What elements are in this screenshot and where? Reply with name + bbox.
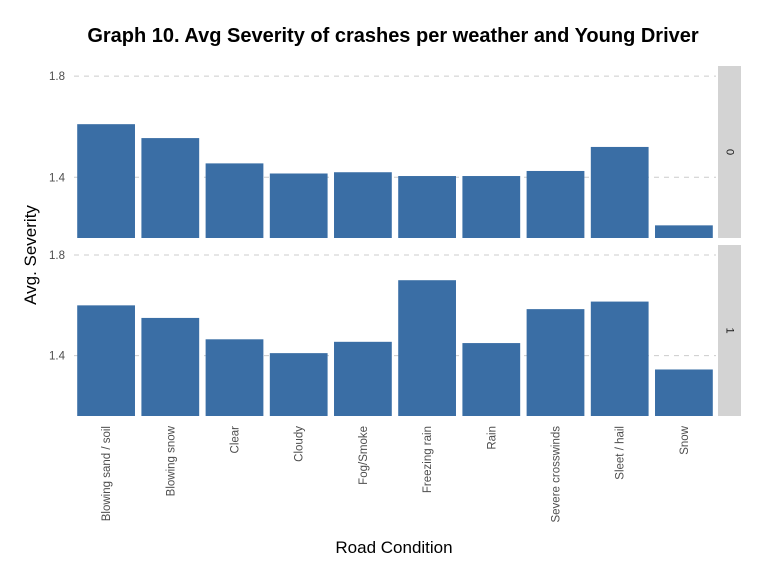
y-tick-label: 1.8 <box>49 250 65 262</box>
facet-panels: 1.4 1.8 0 1.4 1.8 1 <box>49 66 741 416</box>
facet-strip-label: 1 <box>724 327 736 333</box>
bar-0-severe-crosswinds <box>526 170 585 238</box>
y-tick-label: 1.8 <box>49 71 65 83</box>
bar-1-severe-crosswinds <box>526 309 585 416</box>
bar-0-freezing-rain <box>398 176 456 238</box>
bar-0-blowing-snow <box>141 138 200 238</box>
bar-1-freezing-rain <box>398 280 456 416</box>
bar-1-sleet-hail <box>590 301 649 416</box>
bar-1-rain <box>462 343 521 416</box>
x-tick-label: Blowing snow <box>165 425 177 496</box>
chart-title: Graph 10. Avg Severity of crashes per we… <box>87 25 699 47</box>
bar-0-snow <box>655 225 713 238</box>
x-tick-label: Blowing sand / soil <box>101 426 113 521</box>
x-tick-label: Severe crosswinds <box>551 426 563 523</box>
bar-0-blowing-sand-soil <box>77 124 135 238</box>
facet-strip <box>718 245 741 416</box>
x-tick-label: Cloudy <box>294 426 306 462</box>
bar-0-sleet-hail <box>590 146 649 238</box>
facet-strip-label: 0 <box>724 149 736 155</box>
y-tick-label: 1.4 <box>49 351 66 363</box>
bar-1-blowing-snow <box>141 317 200 416</box>
bar-0-fog-smoke <box>334 172 392 238</box>
bar-0-clear <box>205 163 264 238</box>
x-tick-label: Rain <box>486 426 498 450</box>
facet-panel-1: 1.4 1.8 1 <box>49 245 741 416</box>
bar-0-rain <box>462 176 521 238</box>
bar-1-cloudy <box>269 353 328 416</box>
bar-1-clear <box>205 339 264 416</box>
bar-0-cloudy <box>269 173 328 238</box>
bar-1-snow <box>655 369 713 416</box>
bar-1-fog-smoke <box>334 341 392 416</box>
x-tick-label: Fog/Smoke <box>358 426 370 485</box>
x-tick-label: Sleet / hail <box>615 426 627 480</box>
facet-panel-0: 1.4 1.8 0 <box>49 66 741 238</box>
x-axis-title: Road Condition <box>335 538 452 557</box>
y-axis-title: Avg. Severity <box>21 205 40 305</box>
x-tick-label: Snow <box>679 425 691 454</box>
x-axis-tick-labels: Blowing sand / soil Blowing snow Clear Clou… <box>101 425 691 522</box>
y-tick-label: 1.4 <box>49 172 66 184</box>
facet-strip <box>718 66 741 238</box>
x-tick-label: Clear <box>230 426 242 454</box>
x-tick-label: Freezing rain <box>422 426 434 493</box>
bar-1-blowing-sand-soil <box>77 305 135 416</box>
